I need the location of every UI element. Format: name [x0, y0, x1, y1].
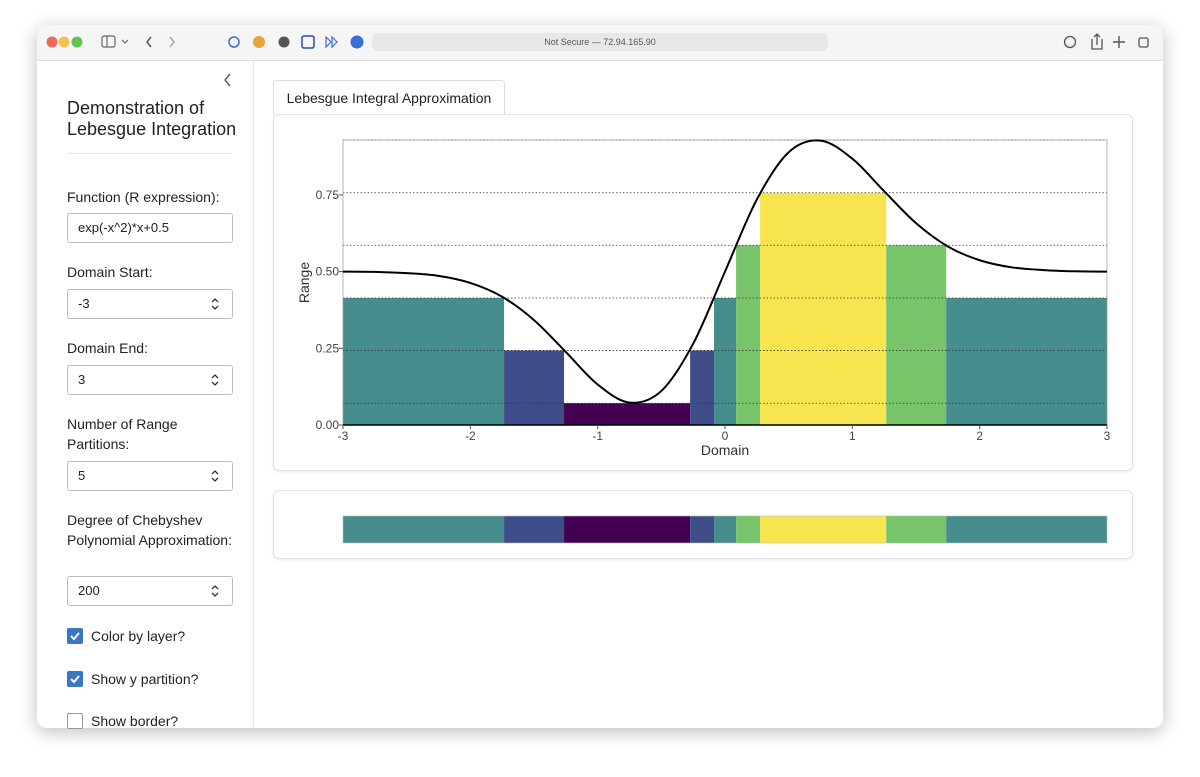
bar [343, 297, 505, 425]
checkbox[interactable] [67, 671, 83, 687]
input-label: Degree of Chebyshev Polynomial Approxima… [67, 512, 232, 548]
x-tick-label: 3 [1104, 429, 1111, 443]
checkbox[interactable] [67, 713, 83, 729]
spinner-arrows [211, 298, 219, 310]
text-input[interactable]: 3 [67, 365, 233, 395]
strip-segment [504, 516, 565, 543]
extension-icon[interactable] [350, 35, 364, 49]
sidebar-title: Demonstration of Lebesgue Integration [67, 98, 237, 139]
text-input[interactable]: exp(-x^2)*x+0.5 [67, 213, 233, 243]
bar [886, 245, 947, 425]
bar [714, 297, 737, 425]
strip-segment [343, 516, 505, 543]
downloads-button[interactable] [1063, 35, 1077, 49]
strip-segment [886, 516, 947, 543]
strip-border [342, 515, 1108, 544]
extension-icon[interactable] [301, 35, 315, 49]
minimize-button[interactable] [58, 36, 70, 48]
strip-segment [760, 516, 887, 543]
extension-icon[interactable] [278, 36, 290, 48]
strip-segment [714, 516, 737, 543]
collapse-icon [224, 73, 231, 87]
tab[interactable]: Lebesgue Integral Approximation [273, 80, 505, 115]
chart: -3 -2 -1 0 1 2 3 0.00 0.25 0.50 0.75 Domain Range [296, 139, 1111, 458]
bar [946, 297, 1107, 425]
text-input[interactable]: -3 [67, 289, 233, 319]
input-label: Domain End: [67, 340, 148, 356]
spinner[interactable] [210, 373, 220, 387]
spinner[interactable] [210, 297, 220, 311]
new-tab-button[interactable] [1113, 36, 1125, 48]
tab-menu[interactable] [121, 39, 129, 44]
text-input[interactable]: 5 [67, 461, 233, 491]
bar [690, 350, 715, 425]
checkbox-label: Color by layer? [91, 628, 186, 644]
extension-icon[interactable] [228, 36, 240, 48]
spinner[interactable] [210, 469, 220, 483]
y-tick-label: 0.25 [316, 341, 340, 355]
strip-segment [946, 516, 1107, 543]
x-tick-label: -3 [338, 429, 349, 443]
collapse-sidebar[interactable] [220, 72, 234, 88]
check-icon [70, 632, 80, 641]
x-tick-label: 2 [976, 429, 983, 443]
spinner-arrows [211, 374, 219, 386]
sidebar-border [253, 60, 254, 728]
extension-icon[interactable] [253, 36, 265, 48]
address-bar[interactable]: Not Secure — 72.94.165.90 [372, 33, 828, 51]
input-label: Function (R expression): [67, 189, 220, 205]
strip-segment [736, 516, 761, 543]
strip-chart [342, 515, 1108, 544]
input-label: Number of Range Partitions: [67, 416, 178, 452]
bar [760, 192, 887, 425]
x-axis-title: Domain [701, 442, 749, 458]
zoom-button[interactable] [71, 36, 83, 48]
spinner-arrows [211, 470, 219, 482]
check-mark [70, 632, 80, 641]
spinner-arrows [211, 585, 219, 597]
sidebar-toggle[interactable] [101, 35, 116, 48]
x-tick-label: -1 [592, 429, 603, 443]
extension-icon[interactable] [325, 35, 338, 49]
toolbar-icons [46, 33, 1149, 50]
check-mark [70, 675, 80, 684]
share-button[interactable] [1091, 33, 1103, 50]
x-tick-label: -2 [465, 429, 476, 443]
checkbox-label: Show y partition? [91, 671, 199, 687]
checkbox-label: Show border? [91, 713, 179, 729]
function-curve [342, 139, 1108, 404]
spinner[interactable] [210, 584, 220, 598]
checkbox[interactable] [67, 628, 83, 644]
tab-overview-button[interactable] [1138, 37, 1149, 48]
y-tick-label: 0.50 [316, 265, 340, 279]
y-tick-label: 0.75 [316, 188, 340, 202]
title-rule [67, 153, 232, 154]
back-button[interactable] [146, 36, 152, 48]
y-tick-label: 0.00 [316, 418, 340, 432]
bar [564, 403, 691, 425]
input-label: Domain Start: [67, 264, 153, 280]
strip-segment [564, 516, 691, 543]
forward-button[interactable] [169, 36, 175, 48]
x-tick-label: 1 [849, 429, 856, 443]
bar [736, 245, 761, 425]
text-input[interactable]: 200 [67, 576, 233, 606]
check-icon [70, 675, 80, 684]
bar [504, 350, 565, 425]
y-axis-title: Range [296, 262, 312, 303]
x-tick-label: 0 [722, 429, 729, 443]
close-button[interactable] [46, 36, 58, 48]
strip-segment [690, 516, 715, 543]
